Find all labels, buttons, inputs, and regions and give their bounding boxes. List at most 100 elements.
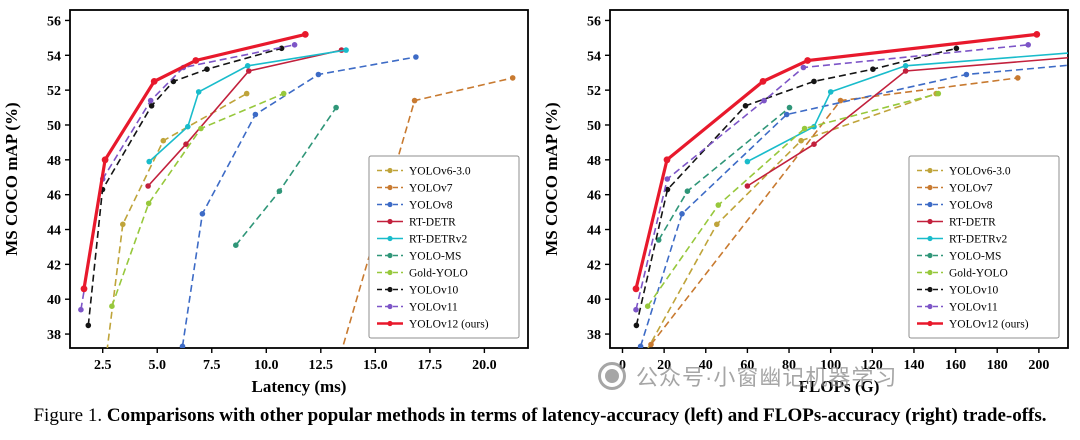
svg-text:YOLOv8: YOLOv8 bbox=[409, 200, 453, 212]
svg-text:140: 140 bbox=[903, 358, 924, 373]
svg-text:RT-DETR: RT-DETR bbox=[949, 217, 996, 229]
svg-text:YOLOv6-3.0: YOLOv6-3.0 bbox=[409, 166, 471, 178]
series-YOLOv12 (ours) bbox=[632, 31, 1041, 293]
series-YOLOv6-3.0 bbox=[647, 90, 939, 348]
series-YOLOv6-3.0 bbox=[106, 90, 250, 348]
legend-entry-RT-DETRv2: RT-DETRv2 bbox=[377, 234, 468, 246]
legend-entry-YOLOv11: YOLOv11 bbox=[377, 302, 458, 314]
svg-text:50: 50 bbox=[47, 119, 61, 134]
svg-text:17.5: 17.5 bbox=[418, 358, 443, 373]
legend-entry-YOLO-MS: YOLO-MS bbox=[917, 251, 1001, 263]
svg-text:54: 54 bbox=[47, 49, 61, 64]
series-YOLOv11 bbox=[78, 42, 298, 313]
svg-text:80: 80 bbox=[782, 358, 796, 373]
svg-text:20.0: 20.0 bbox=[472, 358, 497, 373]
svg-text:YOLOv8: YOLOv8 bbox=[949, 200, 993, 212]
svg-text:10.0: 10.0 bbox=[254, 358, 279, 373]
svg-text:YOLOv10: YOLOv10 bbox=[949, 285, 998, 297]
svg-text:40: 40 bbox=[587, 293, 601, 308]
svg-text:54: 54 bbox=[587, 49, 601, 64]
svg-text:56: 56 bbox=[47, 14, 61, 29]
charts-row: 2.5 5.0 7.5 10.0 12.5 15.0 17.5 20.0 38 40 42 44 46 4… bbox=[2, 9, 1069, 396]
series-Gold-YOLO bbox=[109, 90, 287, 310]
series-YOLOv10 bbox=[633, 45, 960, 329]
svg-text:40: 40 bbox=[699, 358, 713, 373]
svg-text:0: 0 bbox=[619, 358, 626, 373]
svg-text:38: 38 bbox=[587, 328, 601, 343]
caption-text: Comparisons with other popular methods i… bbox=[106, 405, 1047, 426]
svg-text:44: 44 bbox=[587, 224, 601, 239]
x-axis: 2.5 5.0 7.5 10.0 12.5 15.0 17.5 20.0 bbox=[94, 348, 497, 373]
legend-entry-YOLOv8: YOLOv8 bbox=[377, 200, 453, 212]
svg-text:YOLOv12 (ours): YOLOv12 (ours) bbox=[409, 319, 489, 331]
series-YOLOv8 bbox=[637, 64, 1068, 348]
svg-text:56: 56 bbox=[587, 14, 601, 29]
latency-accuracy-chart: 2.5 5.0 7.5 10.0 12.5 15.0 17.5 20.0 38 40 42 44 46 4… bbox=[2, 9, 529, 396]
svg-text:200: 200 bbox=[1028, 358, 1049, 373]
legend-entry-YOLOv6-3.0: YOLOv6-3.0 bbox=[377, 166, 471, 178]
series-YOLO-MS bbox=[655, 104, 793, 243]
series-YOLOv8 bbox=[179, 54, 419, 348]
svg-text:48: 48 bbox=[587, 154, 601, 169]
svg-text:YOLOv7: YOLOv7 bbox=[949, 183, 993, 195]
legend-entry-RT-DETR: RT-DETR bbox=[917, 217, 996, 229]
y-axis: 38 40 42 44 46 48 50 52 54 56 bbox=[587, 14, 610, 343]
svg-text:YOLOv12 (ours): YOLOv12 (ours) bbox=[949, 319, 1029, 331]
svg-text:20: 20 bbox=[657, 358, 671, 373]
svg-text:52: 52 bbox=[587, 84, 601, 99]
axes-box bbox=[69, 9, 529, 349]
svg-text:YOLOv11: YOLOv11 bbox=[949, 302, 998, 314]
legend-entry-Gold-YOLO: Gold-YOLO bbox=[917, 268, 1008, 280]
x-axis-label: FLOPs (G) bbox=[799, 377, 880, 396]
svg-text:YOLOv6-3.0: YOLOv6-3.0 bbox=[949, 166, 1011, 178]
series-YOLOv7 bbox=[648, 75, 1021, 348]
legend-entry-YOLOv7: YOLOv7 bbox=[377, 183, 453, 195]
svg-text:YOLO-MS: YOLO-MS bbox=[949, 251, 1001, 263]
y-axis-label: MS COCO mAP (%) bbox=[542, 102, 561, 255]
svg-text:180: 180 bbox=[987, 358, 1008, 373]
svg-text:RT-DETRv2: RT-DETRv2 bbox=[949, 234, 1008, 246]
legend-entry-RT-DETRv2: RT-DETRv2 bbox=[917, 234, 1008, 246]
svg-text:40: 40 bbox=[47, 293, 61, 308]
svg-text:2.5: 2.5 bbox=[94, 358, 112, 373]
svg-text:60: 60 bbox=[740, 358, 754, 373]
legend-entry-YOLO-MS: YOLO-MS bbox=[377, 251, 461, 263]
legend: YOLOv6-3.0 YOLOv7 YOLOv8 RT-DETR RT-DETRv2 YO… bbox=[908, 155, 1060, 339]
legend-entry-YOLOv12 (ours): YOLOv12 (ours) bbox=[377, 319, 489, 331]
series-RT-DETR bbox=[145, 47, 345, 189]
svg-text:YOLOv11: YOLOv11 bbox=[409, 302, 458, 314]
legend: YOLOv6-3.0 YOLOv7 YOLOv8 RT-DETR RT-DETRv2 YO… bbox=[368, 155, 520, 339]
svg-text:120: 120 bbox=[862, 358, 883, 373]
legend-entry-YOLOv10: YOLOv10 bbox=[377, 285, 458, 297]
series-YOLO-MS bbox=[233, 104, 339, 248]
svg-text:44: 44 bbox=[47, 224, 61, 239]
svg-text:160: 160 bbox=[945, 358, 966, 373]
svg-text:50: 50 bbox=[587, 119, 601, 134]
y-axis: 38 40 42 44 46 48 50 52 54 56 bbox=[47, 14, 70, 343]
svg-text:42: 42 bbox=[587, 258, 601, 273]
svg-text:100: 100 bbox=[820, 358, 841, 373]
x-axis: 0 20 40 60 80 100 120 140 160 180 200 bbox=[619, 348, 1049, 373]
svg-text:46: 46 bbox=[587, 189, 601, 204]
legend-entry-YOLOv7: YOLOv7 bbox=[917, 183, 993, 195]
y-axis-label: MS COCO mAP (%) bbox=[2, 102, 21, 255]
svg-text:RT-DETRv2: RT-DETRv2 bbox=[409, 234, 468, 246]
svg-text:Gold-YOLO: Gold-YOLO bbox=[949, 268, 1008, 280]
series-RT-DETRv2 bbox=[146, 47, 349, 165]
series-RT-DETR bbox=[744, 56, 1068, 189]
legend-entry-Gold-YOLO: Gold-YOLO bbox=[377, 268, 468, 280]
svg-text:38: 38 bbox=[47, 328, 61, 343]
series-YOLOv11 bbox=[633, 42, 1031, 313]
svg-text:5.0: 5.0 bbox=[148, 358, 166, 373]
svg-text:42: 42 bbox=[47, 258, 61, 273]
legend-entry-YOLOv8: YOLOv8 bbox=[917, 200, 993, 212]
svg-text:YOLOv10: YOLOv10 bbox=[409, 285, 458, 297]
svg-text:RT-DETR: RT-DETR bbox=[409, 217, 456, 229]
legend-entry-RT-DETR: RT-DETR bbox=[377, 217, 456, 229]
legend-entry-YOLOv10: YOLOv10 bbox=[917, 285, 998, 297]
series-Gold-YOLO bbox=[644, 90, 942, 310]
legend-entry-YOLOv11: YOLOv11 bbox=[917, 302, 998, 314]
axes-box bbox=[609, 9, 1069, 349]
flops-accuracy-chart: 0 20 40 60 80 100 120 140 160 180 200 38 40 42 44 46 48 5… bbox=[542, 9, 1069, 396]
